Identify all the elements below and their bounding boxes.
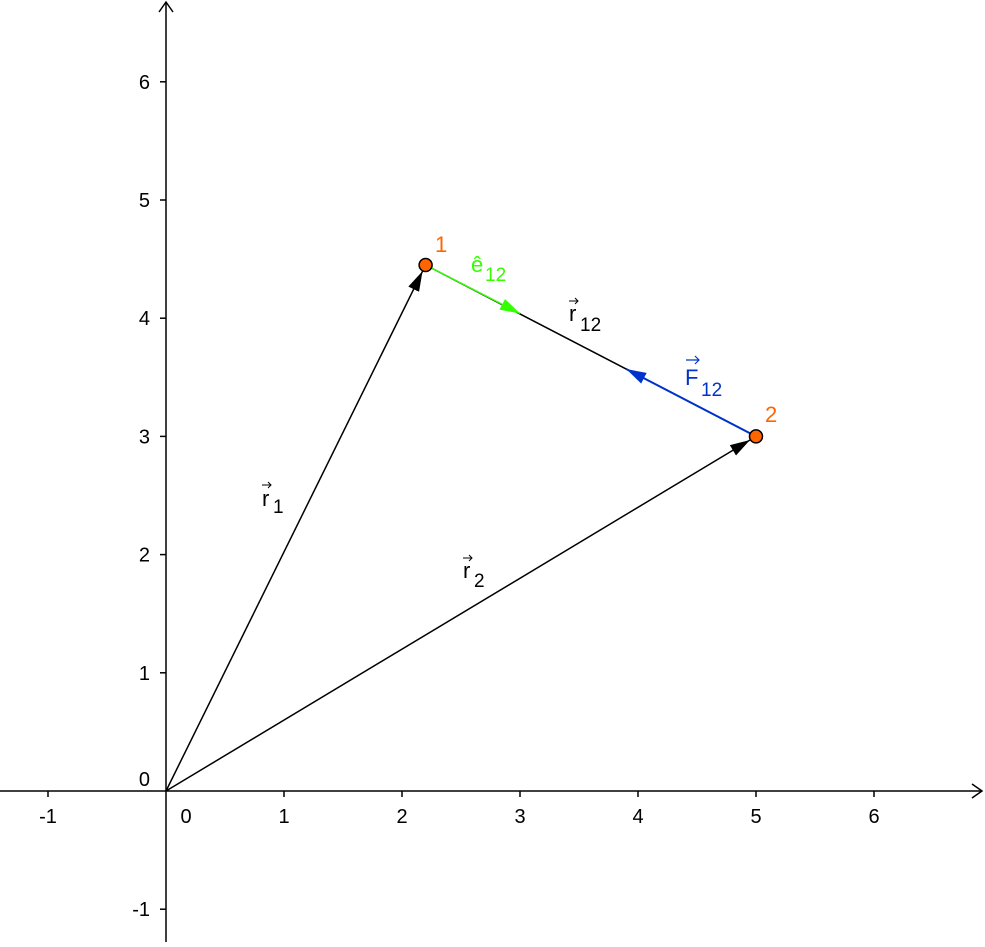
label-r1: r 1: [262, 481, 284, 518]
label-r12: r 12: [569, 297, 601, 336]
vector-arrow-icon: [686, 355, 700, 365]
label-r2-symbol: r: [463, 558, 470, 583]
label-r1-symbol: r: [262, 486, 269, 511]
vector-arrow-icon: [463, 554, 473, 562]
y-axis-arrow-icon: [158, 0, 174, 13]
label-F12: F 12: [685, 355, 722, 401]
x-tick-label: 5: [750, 806, 761, 828]
label-r1-subscript: 1: [273, 497, 284, 518]
point-1-label: 1: [435, 232, 447, 257]
point-1: [418, 257, 433, 273]
y-tick-label: -1: [132, 899, 150, 921]
point-2-label: 2: [765, 402, 777, 427]
label-e12: ê 12: [471, 252, 506, 286]
vector-arrow-icon: [569, 297, 579, 305]
x-tick-label: 1: [278, 806, 289, 828]
vector-labels: r 1 r 2 r 12 ê 12 F 12: [262, 252, 722, 592]
point-2: [748, 429, 764, 444]
vector-r1: [165, 270, 424, 792]
label-e12-subscript: 12: [485, 265, 506, 286]
label-r2-subscript: 2: [474, 571, 485, 592]
label-r12-subscript: 12: [580, 315, 601, 336]
x-tick-label: 6: [868, 806, 879, 828]
y-tick-label: 0: [139, 769, 150, 791]
vector-arrow-icon: [262, 481, 272, 489]
label-e12-symbol: ê: [471, 252, 483, 277]
x-axis-arrow-icon: [971, 783, 984, 799]
unit-vector-e12: [425, 264, 521, 315]
label-F12-symbol: F: [685, 365, 698, 390]
y-tick-label: 2: [139, 545, 150, 567]
x-tick-label: 2: [396, 806, 407, 828]
points: 1 2: [418, 232, 777, 444]
x-tick-label: 3: [514, 806, 525, 828]
label-r2: r 2: [463, 554, 485, 592]
y-tick-label: 5: [139, 190, 150, 212]
label-r12-symbol: r: [569, 301, 576, 326]
x-tick-label: -1: [39, 806, 57, 828]
y-tick-label: 1: [139, 663, 150, 685]
y-tick-label: 6: [139, 72, 150, 94]
force-vector-F12: [625, 368, 757, 438]
y-tick-label: 3: [139, 426, 150, 448]
vectors: [165, 264, 757, 792]
vector-r2: [165, 439, 751, 792]
label-F12-subscript: 12: [701, 380, 722, 401]
y-tick-label: 4: [139, 308, 150, 330]
x-tick-label: 4: [632, 806, 643, 828]
x-tick-label: 0: [180, 806, 191, 828]
